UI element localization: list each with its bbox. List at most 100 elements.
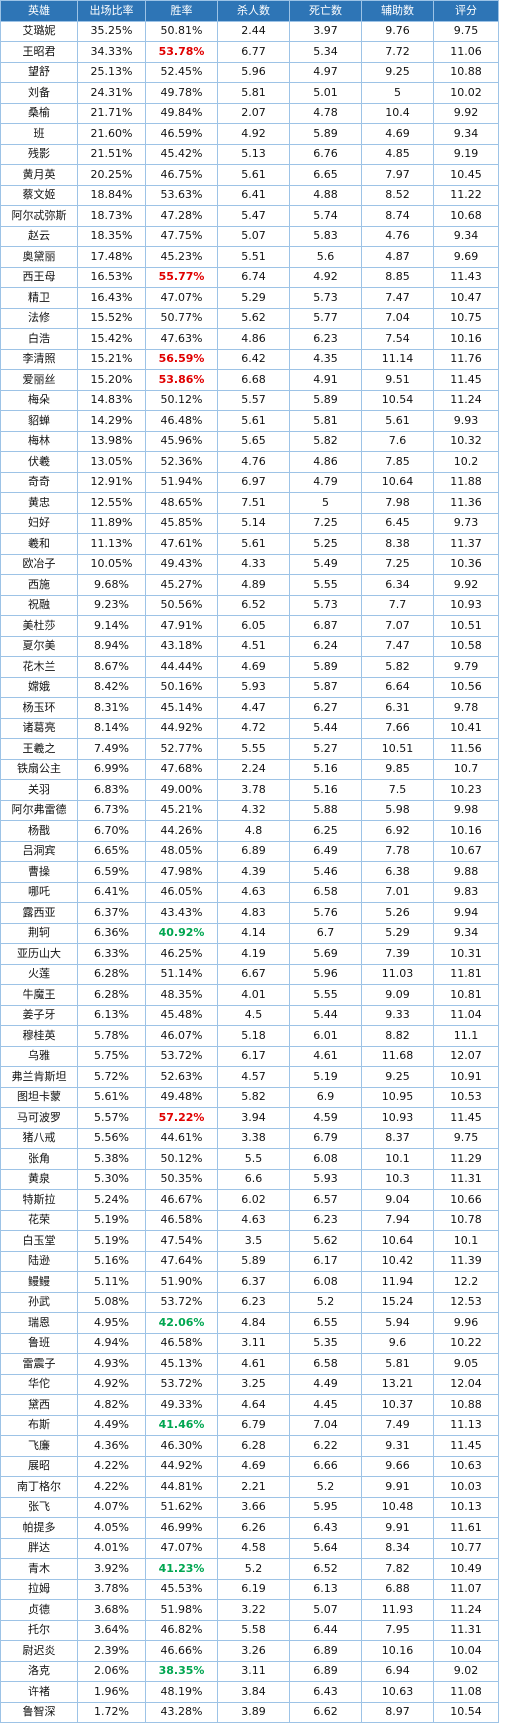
cell-win-rate: 52.36% — [145, 451, 218, 473]
cell-deaths: 6.52 — [289, 1558, 362, 1580]
cell-assists: 4.69 — [361, 123, 434, 145]
header-win-rate[interactable]: 胜率 — [145, 0, 218, 22]
table-row: 王昭君 34.33% 53.78% 6.77 5.34 7.72 11.06 — [0, 41, 499, 63]
table-row: 洛克 2.06% 38.35% 3.11 6.89 6.94 9.02 — [0, 1660, 499, 1682]
cell-assists: 6.38 — [361, 861, 434, 883]
cell-hero: 爱丽丝 — [0, 369, 78, 391]
cell-assists: 10.51 — [361, 738, 434, 760]
cell-kills: 4.83 — [217, 902, 290, 924]
table-row: 赵云 18.35% 47.75% 5.07 5.83 4.76 9.34 — [0, 225, 499, 247]
cell-score: 11.31 — [433, 1619, 499, 1641]
cell-assists: 9.51 — [361, 369, 434, 391]
cell-pick-rate: 9.14% — [77, 615, 146, 637]
cell-win-rate: 46.48% — [145, 410, 218, 432]
cell-win-rate: 46.67% — [145, 1189, 218, 1211]
cell-assists: 11.94 — [361, 1271, 434, 1293]
cell-deaths: 4.78 — [289, 102, 362, 124]
cell-assists: 9.31 — [361, 1435, 434, 1457]
header-score[interactable]: 评分 — [433, 0, 499, 22]
cell-deaths: 6.65 — [289, 164, 362, 186]
cell-kills: 4.72 — [217, 717, 290, 739]
cell-hero: 托尔 — [0, 1619, 78, 1641]
cell-kills: 6.6 — [217, 1168, 290, 1190]
cell-win-rate: 46.75% — [145, 164, 218, 186]
cell-score: 9.96 — [433, 1312, 499, 1334]
cell-score: 10.45 — [433, 164, 499, 186]
table-row: 牛魔王 6.28% 48.35% 4.01 5.55 9.09 10.81 — [0, 984, 499, 1006]
cell-score: 11.08 — [433, 1681, 499, 1703]
cell-assists: 5 — [361, 82, 434, 104]
table-row: 鲁班 4.94% 46.58% 3.11 5.35 9.6 10.22 — [0, 1332, 499, 1354]
cell-score: 10.51 — [433, 615, 499, 637]
table-row: 望舒 25.13% 52.45% 5.96 4.97 9.25 10.88 — [0, 61, 499, 83]
cell-score: 10.53 — [433, 1086, 499, 1108]
header-deaths[interactable]: 死亡数 — [289, 0, 362, 22]
cell-pick-rate: 13.98% — [77, 430, 146, 452]
cell-pick-rate: 3.92% — [77, 1558, 146, 1580]
cell-assists: 9.25 — [361, 61, 434, 83]
cell-pick-rate: 12.91% — [77, 471, 146, 493]
cell-score: 10.75 — [433, 307, 499, 329]
cell-score: 11.24 — [433, 389, 499, 411]
cell-pick-rate: 21.71% — [77, 102, 146, 124]
cell-assists: 10.64 — [361, 471, 434, 493]
cell-win-rate: 49.78% — [145, 82, 218, 104]
cell-kills: 5.62 — [217, 307, 290, 329]
cell-kills: 3.66 — [217, 1496, 290, 1518]
cell-deaths: 5.49 — [289, 553, 362, 575]
table-row: 许褚 1.96% 48.19% 3.84 6.43 10.63 11.08 — [0, 1681, 499, 1703]
cell-hero: 穆桂英 — [0, 1025, 78, 1047]
cell-kills: 5.82 — [217, 1086, 290, 1108]
cell-deaths: 5.88 — [289, 799, 362, 821]
table-row: 刘备 24.31% 49.78% 5.81 5.01 5 10.02 — [0, 82, 499, 104]
cell-deaths: 5.62 — [289, 1230, 362, 1252]
cell-deaths: 5.27 — [289, 738, 362, 760]
cell-win-rate: 49.84% — [145, 102, 218, 124]
cell-hero: 羲和 — [0, 533, 78, 555]
cell-assists: 13.21 — [361, 1373, 434, 1395]
cell-assists: 9.66 — [361, 1455, 434, 1477]
table-row: 贞德 3.68% 51.98% 3.22 5.07 11.93 11.24 — [0, 1599, 499, 1621]
cell-assists: 7.78 — [361, 840, 434, 862]
cell-assists: 9.09 — [361, 984, 434, 1006]
cell-win-rate: 45.48% — [145, 1004, 218, 1026]
table-row: 残影 21.51% 45.42% 5.13 6.76 4.85 9.19 — [0, 143, 499, 165]
table-row: 青木 3.92% 41.23% 5.2 6.52 7.82 10.49 — [0, 1558, 499, 1580]
cell-hero: 图坦卡蒙 — [0, 1086, 78, 1108]
cell-kills: 4.33 — [217, 553, 290, 575]
cell-pick-rate: 6.59% — [77, 861, 146, 883]
cell-win-rate: 45.13% — [145, 1353, 218, 1375]
cell-hero: 蔡文姬 — [0, 184, 78, 206]
header-hero[interactable]: 英雄 — [0, 0, 78, 22]
cell-deaths: 5.89 — [289, 123, 362, 145]
cell-win-rate: 45.96% — [145, 430, 218, 452]
cell-deaths: 5 — [289, 492, 362, 514]
cell-assists: 10.54 — [361, 389, 434, 411]
cell-assists: 7.04 — [361, 307, 434, 329]
cell-win-rate: 51.98% — [145, 1599, 218, 1621]
header-pick-rate[interactable]: 出场比率 — [77, 0, 146, 22]
cell-deaths: 6.43 — [289, 1681, 362, 1703]
cell-hero: 奥黛丽 — [0, 246, 78, 268]
cell-score: 11.56 — [433, 738, 499, 760]
header-kills[interactable]: 杀人数 — [217, 0, 290, 22]
cell-pick-rate: 18.35% — [77, 225, 146, 247]
cell-pick-rate: 4.82% — [77, 1394, 146, 1416]
cell-win-rate: 47.91% — [145, 615, 218, 637]
cell-win-rate: 56.59% — [145, 348, 218, 370]
cell-kills: 4.39 — [217, 861, 290, 883]
cell-pick-rate: 14.29% — [77, 410, 146, 432]
header-assists[interactable]: 辅助数 — [361, 0, 434, 22]
cell-kills: 5.65 — [217, 430, 290, 452]
cell-deaths: 6.17 — [289, 1250, 362, 1272]
cell-deaths: 6.23 — [289, 328, 362, 350]
cell-kills: 4.64 — [217, 1394, 290, 1416]
table-row: 嫦娥 8.42% 50.16% 5.93 5.87 6.64 10.56 — [0, 676, 499, 698]
cell-assists: 4.87 — [361, 246, 434, 268]
cell-score: 11.39 — [433, 1250, 499, 1272]
table-row: 特斯拉 5.24% 46.67% 6.02 6.57 9.04 10.66 — [0, 1189, 499, 1211]
cell-pick-rate: 6.36% — [77, 922, 146, 944]
table-row: 艾璐妮 35.25% 50.81% 2.44 3.97 9.76 9.75 — [0, 20, 499, 42]
cell-score: 10.03 — [433, 1476, 499, 1498]
